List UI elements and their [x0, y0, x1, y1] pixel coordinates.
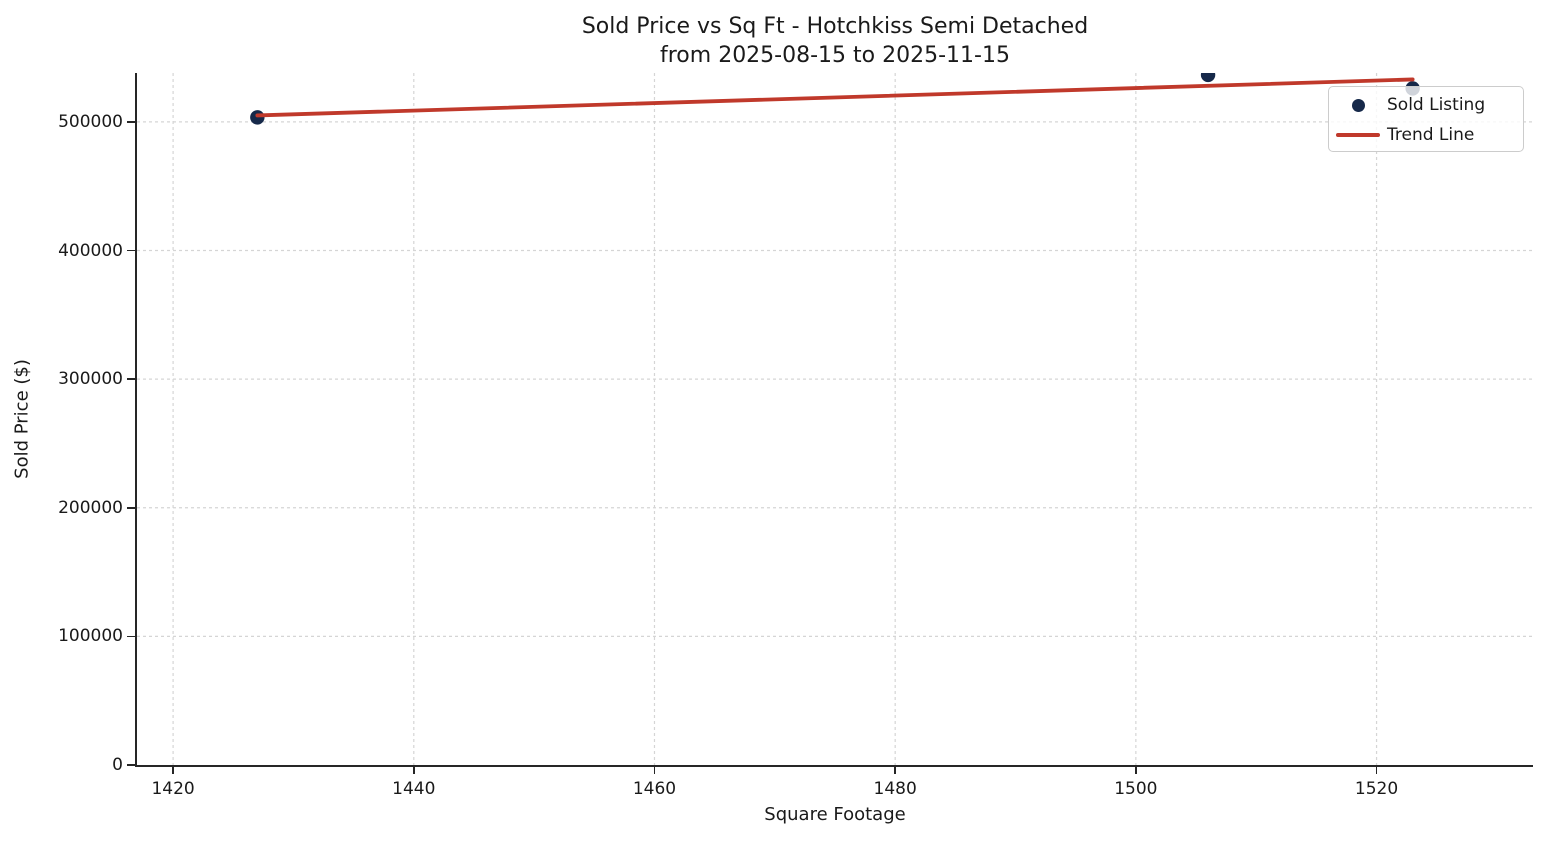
y-tick-label: 0: [112, 755, 123, 775]
x-tick-label: 1500: [1114, 779, 1158, 799]
y-tick-mark: [127, 507, 135, 509]
scatter-point: [1200, 73, 1216, 83]
sold-listing-marker-icon: [1351, 98, 1365, 112]
y-tick-mark: [127, 764, 135, 766]
legend-marker-cell: [1329, 98, 1387, 112]
legend-row-trend-line: Trend Line: [1329, 120, 1523, 150]
legend-label-sold-listing: Sold Listing: [1387, 95, 1486, 115]
x-tick-label: 1520: [1354, 779, 1399, 799]
scatter-point: [250, 110, 265, 125]
y-tick-label: 200000: [58, 497, 123, 518]
x-tick-mark: [1375, 766, 1378, 774]
y-axis-label: Sold Price ($): [11, 359, 33, 479]
y-tick-mark: [127, 249, 135, 252]
chart-title-block: Sold Price vs Sq Ft - Hotchkiss Semi Det…: [137, 12, 1533, 70]
x-tick-mark: [653, 766, 656, 774]
plot-area: Sold Listing Trend Line: [137, 73, 1533, 765]
x-tick-mark: [894, 766, 896, 774]
plot-canvas: [137, 73, 1533, 765]
x-axis-label: Square Footage: [764, 804, 906, 825]
x-tick-mark: [172, 766, 174, 774]
y-tick-label: 100000: [58, 626, 123, 647]
legend-label-trend-line: Trend Line: [1387, 125, 1475, 145]
legend-marker-cell: [1329, 133, 1387, 137]
x-tick-label: 1480: [873, 779, 917, 799]
y-tick-label: 400000: [58, 240, 123, 261]
x-tick-label: 1440: [392, 779, 436, 799]
y-tick-label: 500000: [58, 111, 123, 132]
x-axis-spine: [135, 765, 1533, 767]
y-tick-mark: [127, 635, 135, 638]
legend: Sold Listing Trend Line: [1328, 86, 1524, 152]
x-tick-mark: [1135, 766, 1137, 774]
y-axis-spine: [135, 73, 137, 767]
x-tick-label: 1420: [151, 779, 195, 799]
y-tick-mark: [127, 378, 135, 380]
chart-subtitle: from 2025-08-15 to 2025-11-15: [660, 43, 1010, 68]
legend-row-sold-listing: Sold Listing: [1329, 90, 1523, 120]
y-tick-label: 300000: [58, 369, 123, 390]
chart-title: Sold Price vs Sq Ft - Hotchkiss Semi Det…: [581, 14, 1089, 39]
x-tick-mark: [413, 766, 415, 774]
trend-line: [255, 77, 1415, 118]
x-tick-label: 1460: [632, 779, 677, 799]
trend-line-marker-icon: [1336, 133, 1380, 137]
y-tick-mark: [127, 121, 135, 123]
